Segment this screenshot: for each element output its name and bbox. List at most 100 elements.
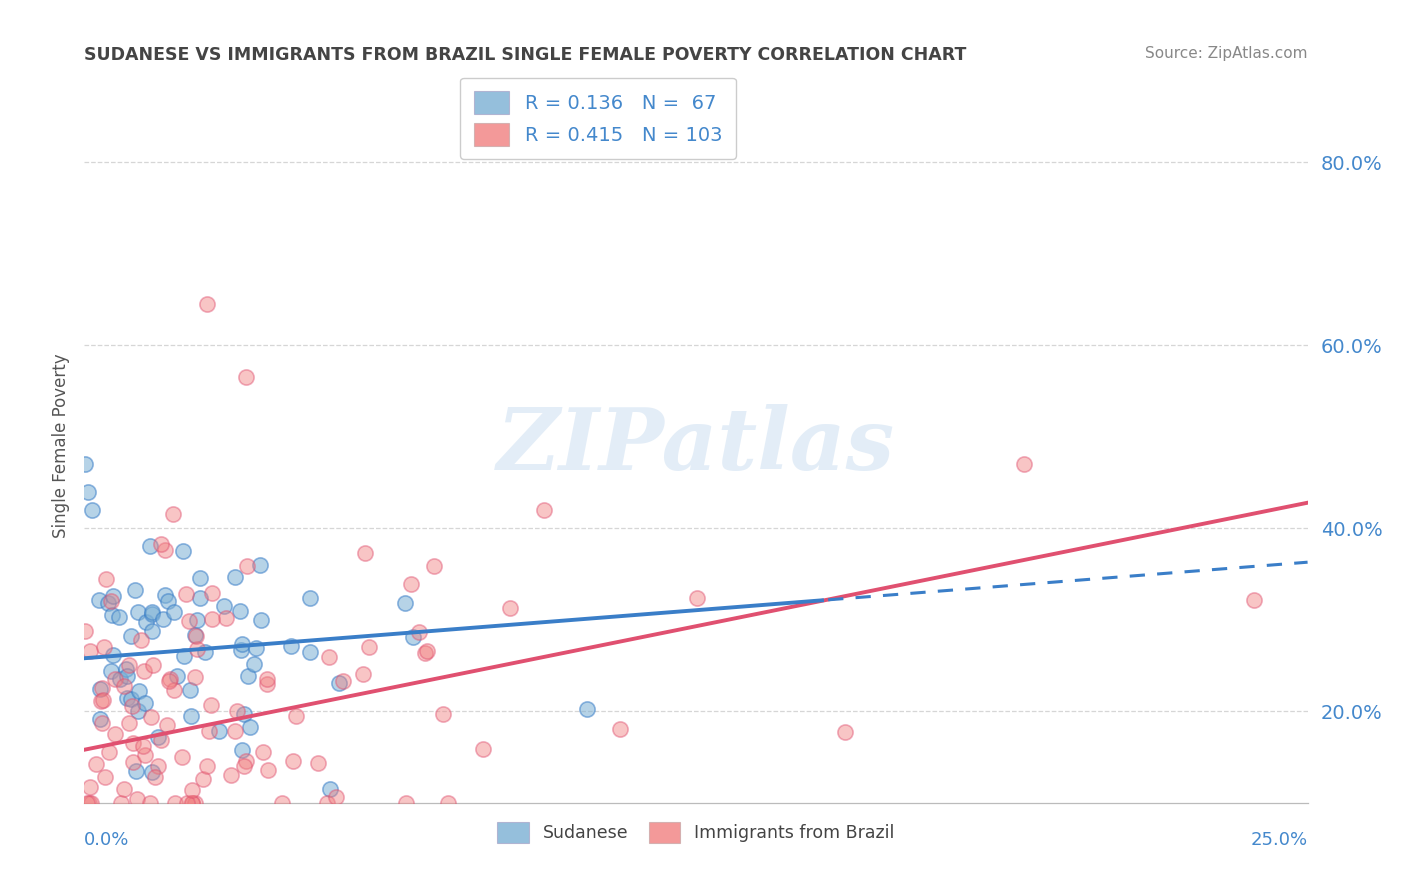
- Point: [499, 601, 522, 615]
- Point: [533, 503, 555, 517]
- Point: [141, 607, 163, 622]
- Point: [89, 681, 111, 696]
- Point: [181, 796, 204, 810]
- Point: [318, 649, 340, 664]
- Point: [132, 664, 155, 678]
- Point: [139, 539, 162, 553]
- Point: [201, 586, 224, 600]
- Point: [122, 755, 145, 769]
- Point: [408, 624, 430, 639]
- Point: [163, 683, 186, 698]
- Point: [120, 629, 142, 643]
- Point: [179, 683, 201, 698]
- Point: [271, 796, 294, 810]
- Point: [80, 503, 103, 517]
- Point: [243, 657, 266, 671]
- Y-axis label: Single Female Poverty: Single Female Poverty: [52, 354, 70, 538]
- Point: [402, 630, 425, 644]
- Point: [394, 596, 416, 610]
- Point: [184, 628, 207, 642]
- Point: [101, 607, 124, 622]
- Point: [104, 727, 127, 741]
- Point: [139, 710, 162, 724]
- Point: [235, 754, 257, 768]
- Point: [184, 630, 207, 644]
- Point: [107, 609, 129, 624]
- Point: [283, 754, 305, 768]
- Point: [195, 297, 218, 311]
- Point: [238, 668, 260, 682]
- Point: [166, 668, 188, 682]
- Point: [194, 645, 217, 659]
- Point: [129, 632, 152, 647]
- Point: [80, 796, 103, 810]
- Point: [353, 546, 375, 560]
- Point: [108, 672, 131, 686]
- Point: [112, 781, 135, 796]
- Point: [77, 484, 100, 499]
- Point: [298, 591, 321, 606]
- Point: [135, 615, 157, 630]
- Point: [359, 640, 381, 654]
- Point: [79, 780, 101, 795]
- Point: [121, 698, 143, 713]
- Point: [219, 768, 242, 782]
- Point: [1243, 592, 1265, 607]
- Point: [118, 658, 141, 673]
- Point: [156, 593, 179, 607]
- Point: [235, 370, 257, 384]
- Point: [128, 684, 150, 698]
- Point: [122, 736, 145, 750]
- Point: [352, 666, 374, 681]
- Point: [94, 770, 117, 784]
- Point: [232, 759, 254, 773]
- Point: [186, 642, 208, 657]
- Point: [472, 741, 495, 756]
- Point: [115, 691, 138, 706]
- Point: [141, 624, 163, 638]
- Point: [250, 613, 273, 627]
- Point: [114, 662, 136, 676]
- Point: [212, 599, 235, 613]
- Point: [124, 582, 146, 597]
- Point: [315, 796, 337, 810]
- Point: [143, 770, 166, 784]
- Point: [162, 507, 184, 521]
- Point: [686, 591, 709, 606]
- Point: [125, 792, 148, 806]
- Point: [224, 570, 246, 584]
- Point: [499, 137, 522, 152]
- Point: [90, 694, 112, 708]
- Text: 0.0%: 0.0%: [84, 831, 129, 849]
- Point: [84, 757, 107, 772]
- Point: [146, 731, 169, 745]
- Point: [413, 646, 436, 660]
- Point: [141, 764, 163, 779]
- Point: [156, 718, 179, 732]
- Point: [307, 756, 329, 771]
- Legend: Sudanese, Immigrants from Brazil: Sudanese, Immigrants from Brazil: [489, 814, 903, 851]
- Point: [256, 672, 278, 686]
- Point: [153, 543, 176, 558]
- Point: [141, 606, 163, 620]
- Point: [233, 707, 256, 722]
- Point: [231, 742, 253, 756]
- Point: [104, 672, 127, 686]
- Point: [245, 641, 267, 656]
- Point: [252, 745, 274, 759]
- Point: [75, 458, 97, 472]
- Point: [231, 643, 253, 657]
- Point: [257, 763, 280, 777]
- Point: [132, 739, 155, 753]
- Point: [180, 709, 202, 723]
- Point: [134, 747, 156, 762]
- Point: [224, 724, 246, 739]
- Point: [73, 624, 96, 638]
- Point: [236, 558, 259, 573]
- Point: [415, 644, 437, 658]
- Point: [225, 704, 247, 718]
- Point: [91, 693, 114, 707]
- Point: [97, 596, 120, 610]
- Point: [93, 640, 115, 655]
- Point: [159, 672, 181, 686]
